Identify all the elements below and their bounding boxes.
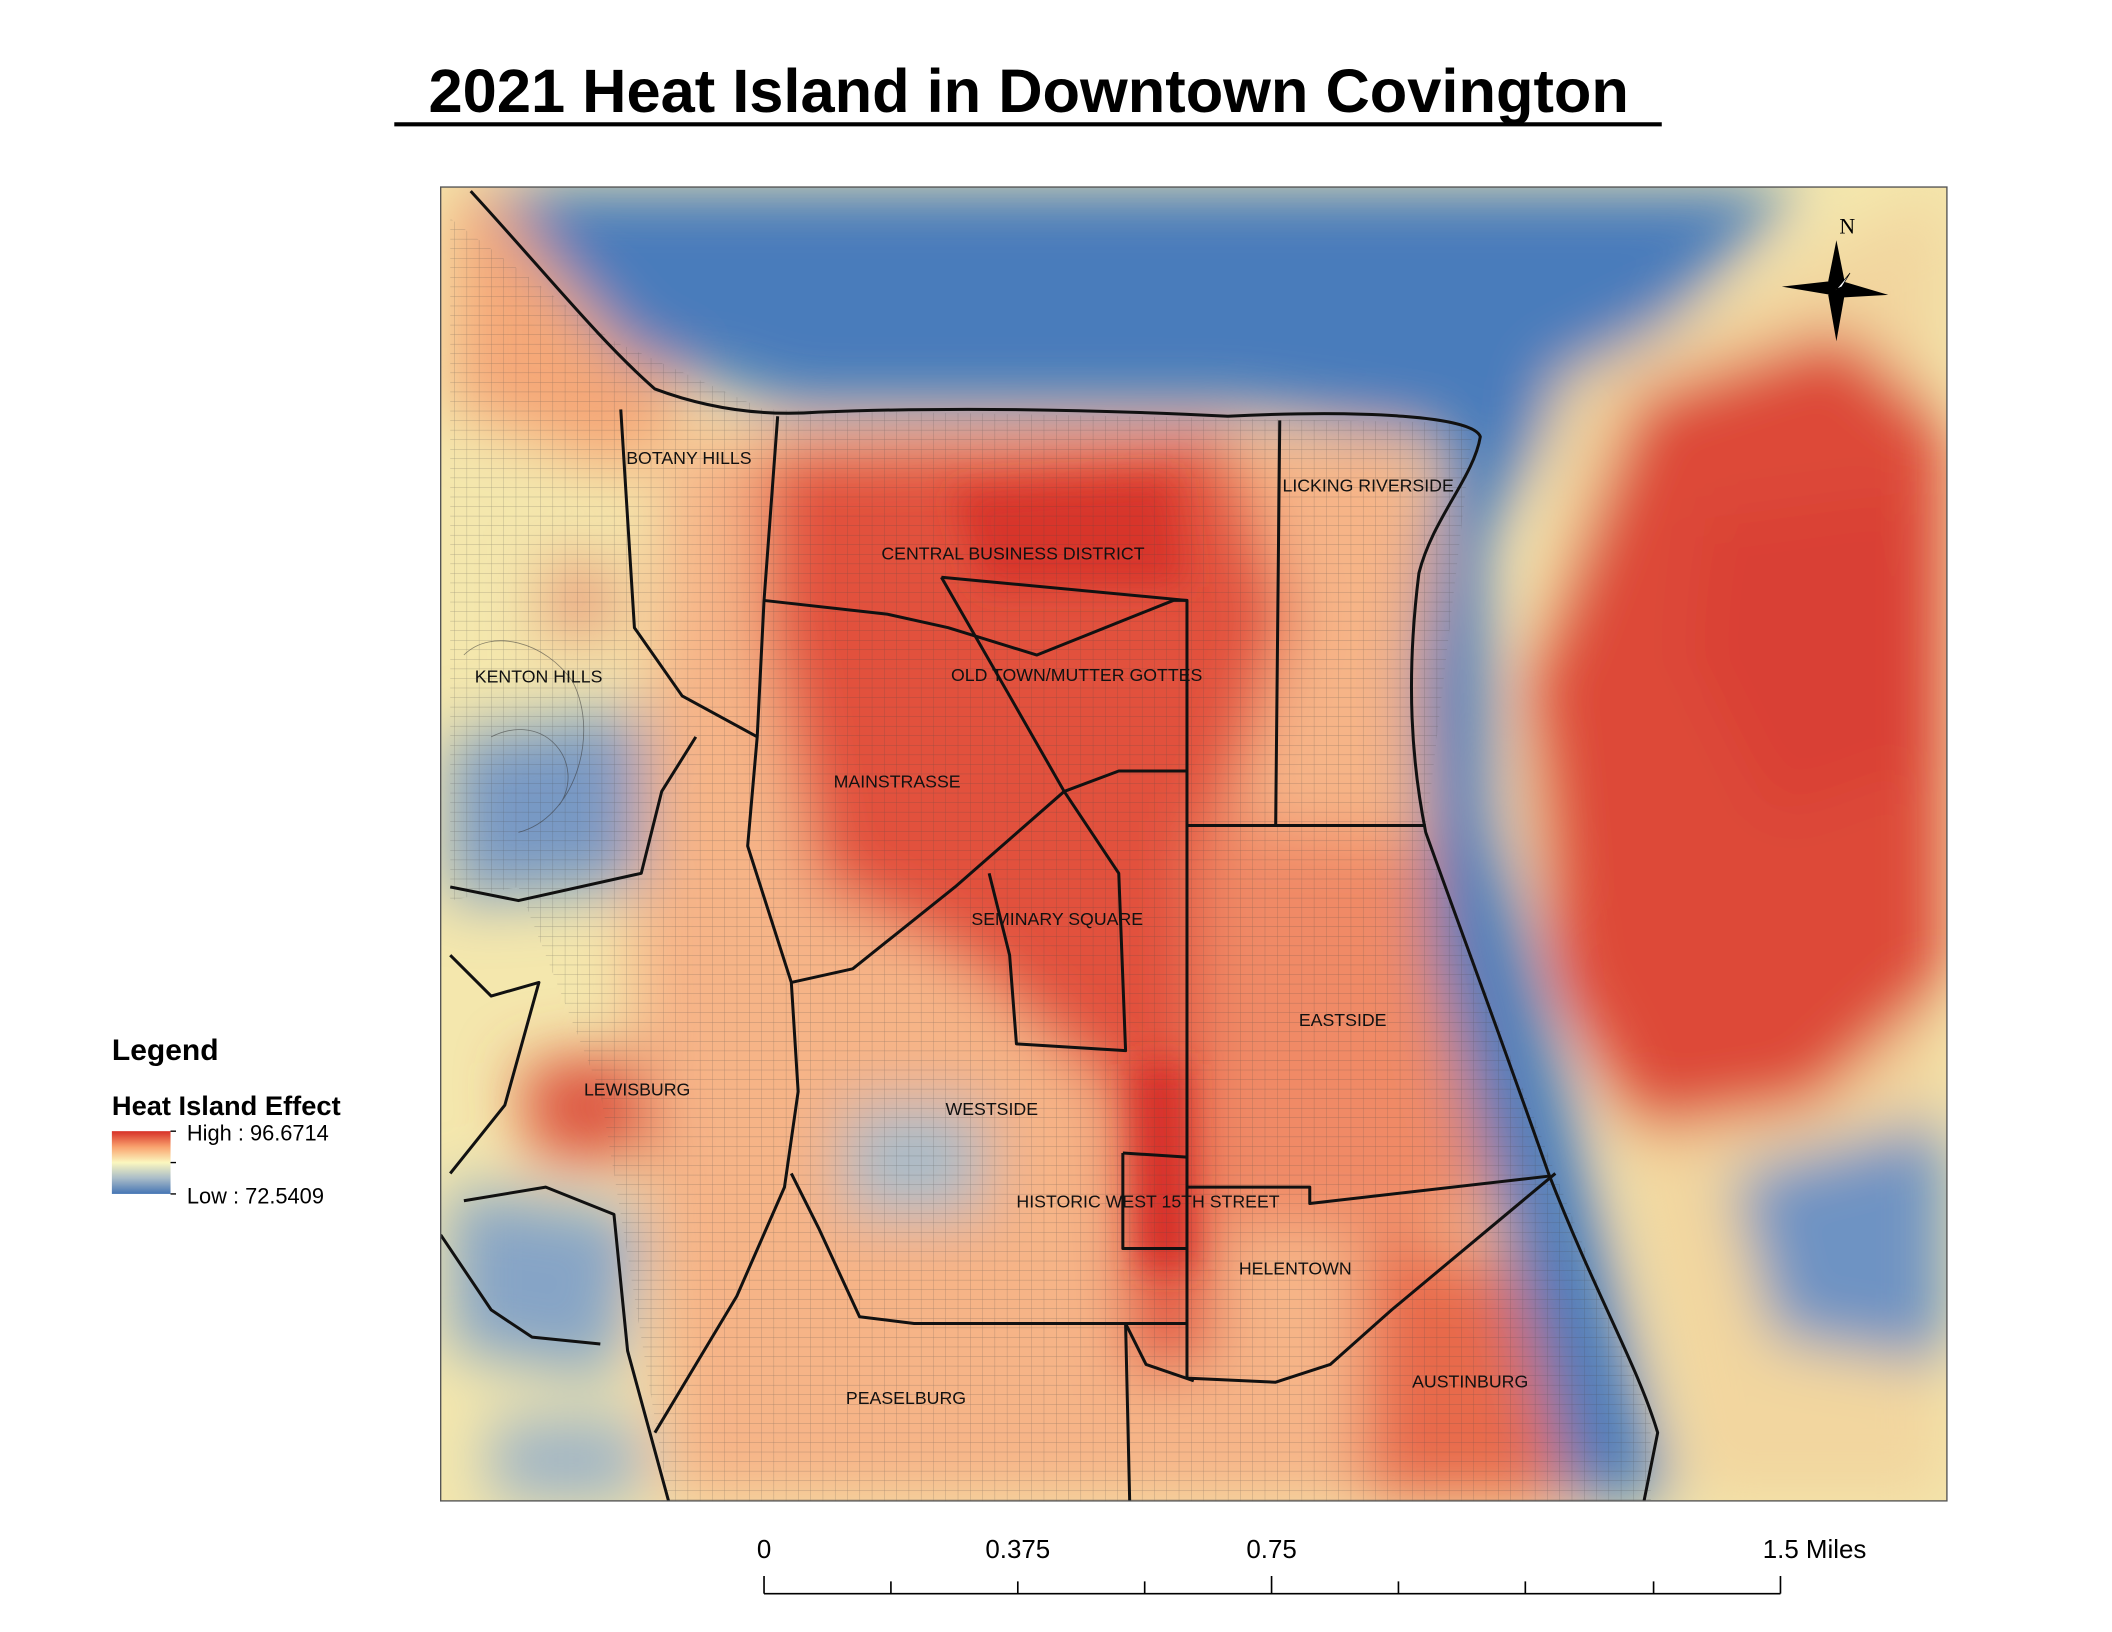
label-austinburg: AUSTINBURG bbox=[1412, 1372, 1528, 1392]
scale-tick-15: 1.5 Miles bbox=[1763, 1536, 1867, 1564]
map-title: 2021 Heat Island in Downtown Covington bbox=[429, 57, 1629, 126]
river-shoreline bbox=[469, 190, 1660, 1501]
scale-tick-0: 0 bbox=[757, 1536, 771, 1564]
legend: Legend Heat Island Effect High : 96.6714… bbox=[111, 1034, 341, 1208]
label-eastside: EASTSIDE bbox=[1299, 1010, 1387, 1030]
label-lewisburg: LEWISBURG bbox=[584, 1080, 690, 1100]
heat-map bbox=[440, 187, 1947, 1501]
scale-tick-075: 0.75 bbox=[1246, 1536, 1296, 1564]
scale-tick-0375: 0.375 bbox=[985, 1536, 1050, 1564]
north-arrow-icon: N bbox=[1781, 214, 1889, 342]
label-helentown: HELENTOWN bbox=[1239, 1258, 1352, 1278]
label-botany-hills: BOTANY HILLS bbox=[626, 448, 751, 468]
scale-bar: 0 0.375 0.75 1.5 Miles bbox=[757, 1536, 1867, 1595]
label-westside: WESTSIDE bbox=[945, 1099, 1038, 1119]
label-central-business-district: CENTRAL BUSINESS DISTRICT bbox=[881, 544, 1144, 564]
neighborhood-labels: BOTANY HILLS LICKING RIVERSIDE CENTRAL B… bbox=[475, 448, 1528, 1408]
legend-high-label: High : 96.6714 bbox=[187, 1121, 329, 1146]
label-historic-west-15th: HISTORIC WEST 15TH STREET bbox=[1016, 1192, 1279, 1212]
label-old-town: OLD TOWN/MUTTER GOTTES bbox=[951, 665, 1202, 685]
label-mainstrasse: MAINSTRASSE bbox=[834, 771, 961, 791]
label-licking-riverside: LICKING RIVERSIDE bbox=[1282, 475, 1454, 495]
north-label: N bbox=[1839, 214, 1855, 238]
label-peaselburg: PEASELBURG bbox=[846, 1388, 966, 1408]
legend-color-ramp bbox=[111, 1131, 171, 1194]
label-seminary-square: SEMINARY SQUARE bbox=[971, 909, 1143, 929]
map-frame bbox=[440, 186, 1948, 1502]
legend-layer-title: Heat Island Effect bbox=[112, 1090, 341, 1121]
legend-heading: Legend bbox=[112, 1034, 219, 1067]
legend-low-label: Low : 72.5409 bbox=[187, 1183, 324, 1208]
label-kenton-hills: KENTON HILLS bbox=[475, 666, 603, 686]
